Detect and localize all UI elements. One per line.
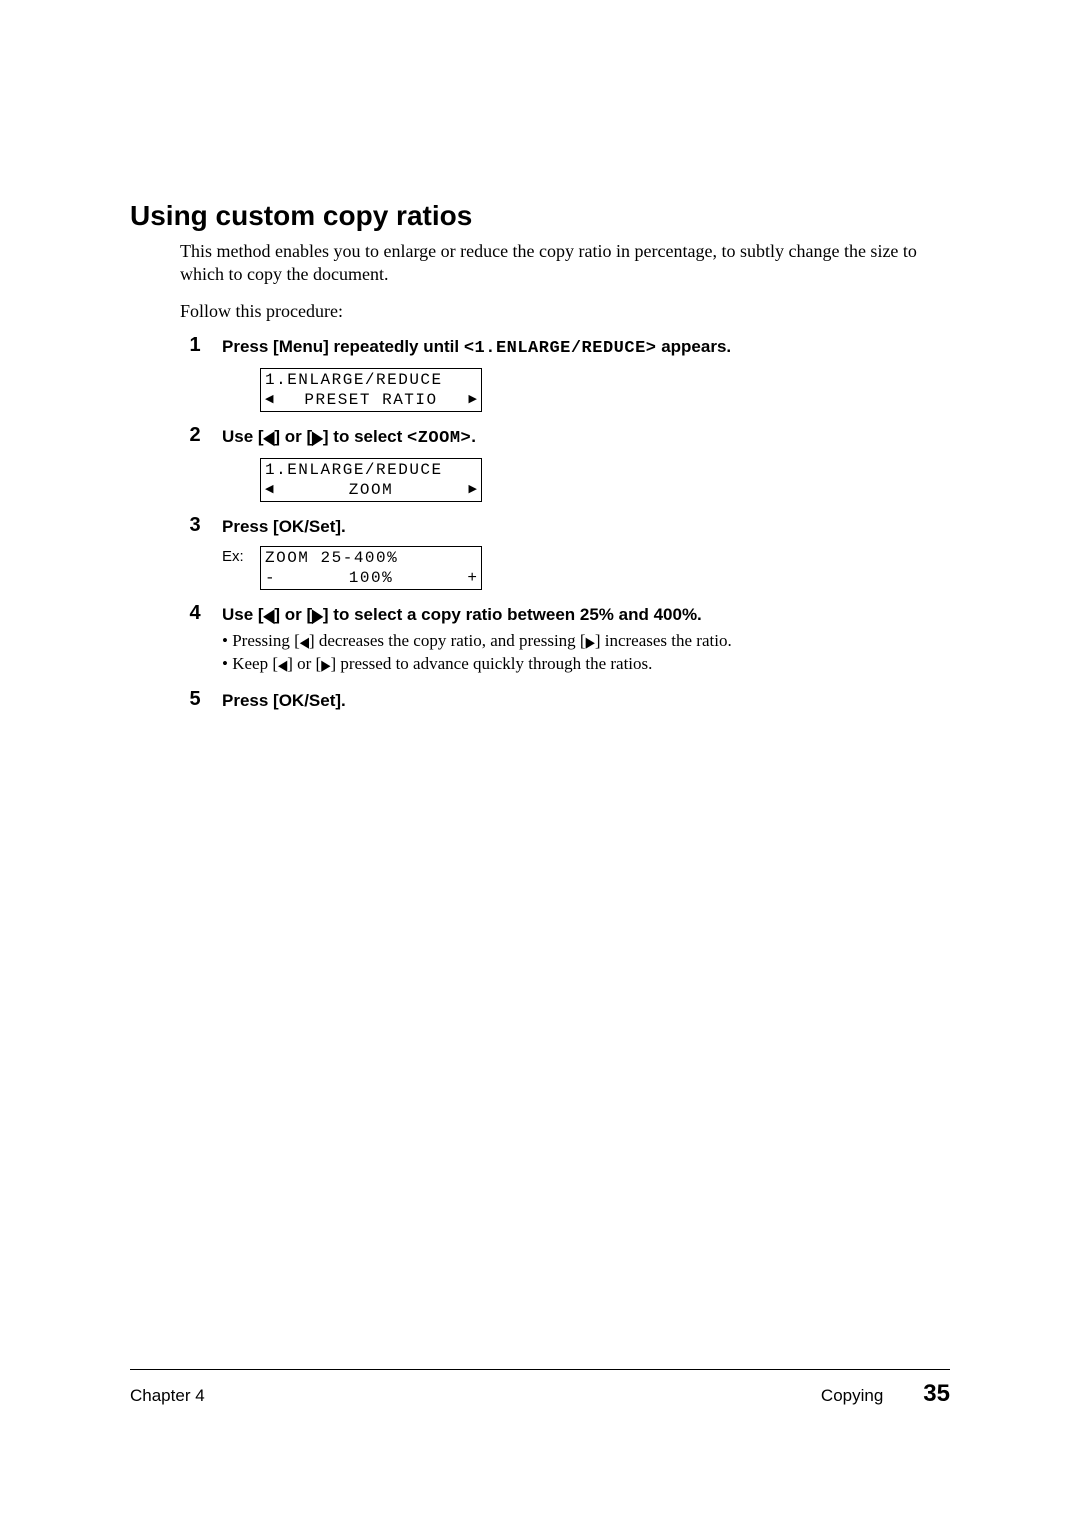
bullet-mid: ] or [ xyxy=(287,654,321,673)
lcd-display: 1.ENLARGE/REDUCE ◀ PRESET RATIO ▶ xyxy=(260,368,482,412)
step-2: 2 Use [◀] or [▶] to select <ZOOM>. 1.ENL… xyxy=(180,426,950,502)
lcd-display-wrap: 1.ENLARGE/REDUCE ◀ PRESET RATIO ▶ xyxy=(260,368,950,412)
step-title: Press [OK/Set]. xyxy=(222,690,950,712)
example-label: Ex: xyxy=(222,546,250,565)
footer-section: Copying xyxy=(821,1386,883,1406)
intro-text: This method enables you to enlarge or re… xyxy=(180,240,950,287)
lcd-display: ZOOM 25-400% - 100% + xyxy=(260,546,482,590)
step-3: 3 Press [OK/Set]. Ex: ZOOM 25-400% - 100… xyxy=(180,516,950,590)
bullet-item: • Keep [◀] or [▶] pressed to advance qui… xyxy=(222,653,950,676)
lcd-line2: - 100% + xyxy=(265,568,477,588)
lcd-display-wrap: Ex: ZOOM 25-400% - 100% + xyxy=(222,546,950,590)
left-arrow-icon: ◀ xyxy=(264,603,275,627)
follow-block: Follow this procedure: xyxy=(130,301,950,322)
step-1: 1 Press [Menu] repeatedly until <1.ENLAR… xyxy=(180,336,950,412)
lcd-center: ZOOM xyxy=(273,480,468,500)
step-number: 3 xyxy=(180,514,210,537)
lcd-line1: ZOOM 25-400% xyxy=(265,548,477,568)
step-5: 5 Press [OK/Set]. xyxy=(180,690,950,712)
step-title-mid: ] or [ xyxy=(274,427,312,446)
lcd-line2: ◀ ZOOM ▶ xyxy=(265,480,477,500)
step-title-post: ] to select a copy ratio between 25% and… xyxy=(323,605,702,624)
lcd-right-arrow-icon: ▶ xyxy=(469,393,477,407)
step-number: 1 xyxy=(180,334,210,357)
step-title-mid: ] or [ xyxy=(274,605,312,624)
step-title-mono: <1.ENLARGE/REDUCE> xyxy=(464,339,657,358)
bullet-item: • Pressing [◀] decreases the copy ratio,… xyxy=(222,630,950,653)
lcd-minus-icon: - xyxy=(265,568,275,588)
footer-chapter: Chapter 4 xyxy=(130,1386,205,1406)
step-number: 2 xyxy=(180,424,210,447)
left-arrow-icon: ◀ xyxy=(278,655,287,674)
step-title: Use [◀] or [▶] to select <ZOOM>. xyxy=(222,426,950,450)
lcd-center: PRESET RATIO xyxy=(273,390,468,410)
step-title-post-b: . xyxy=(471,427,476,446)
bullet-pre: • Keep [ xyxy=(222,654,278,673)
step-bullets: • Pressing [◀] decreases the copy ratio,… xyxy=(222,630,950,676)
step-title: Use [◀] or [▶] to select a copy ratio be… xyxy=(222,604,950,626)
footer-page-number: 35 xyxy=(923,1380,950,1408)
lcd-line2: ◀ PRESET RATIO ▶ xyxy=(265,390,477,410)
follow-text: Follow this procedure: xyxy=(180,301,950,322)
step-number: 4 xyxy=(180,602,210,625)
step-title-post-a: ] to select xyxy=(323,427,407,446)
lcd-display-wrap: 1.ENLARGE/REDUCE ◀ ZOOM ▶ xyxy=(260,458,950,502)
right-arrow-icon: ▶ xyxy=(586,633,595,652)
intro-block: This method enables you to enlarge or re… xyxy=(130,240,950,287)
right-arrow-icon: ▶ xyxy=(312,425,323,449)
step-title-pre: Use [ xyxy=(222,605,264,624)
lcd-left-arrow-icon: ◀ xyxy=(265,393,273,407)
lcd-line1: 1.ENLARGE/REDUCE xyxy=(265,370,477,390)
lcd-plus-icon: + xyxy=(467,568,477,588)
bullet-pre: • Pressing [ xyxy=(222,631,300,650)
right-arrow-icon: ▶ xyxy=(312,603,323,627)
page-footer: Chapter 4 Copying 35 xyxy=(130,1369,950,1408)
step-title-pre: Press [Menu] repeatedly until xyxy=(222,337,464,356)
steps-list: 1 Press [Menu] repeatedly until <1.ENLAR… xyxy=(130,336,950,712)
right-arrow-icon: ▶ xyxy=(321,655,330,674)
section-title: Using custom copy ratios xyxy=(130,200,950,232)
bullet-mid: ] decreases the copy ratio, and pressing… xyxy=(309,631,586,650)
lcd-center: 100% xyxy=(275,568,468,588)
step-number: 5 xyxy=(180,688,210,711)
step-title: Press [OK/Set]. xyxy=(222,516,950,538)
lcd-line1: 1.ENLARGE/REDUCE xyxy=(265,460,477,480)
step-4: 4 Use [◀] or [▶] to select a copy ratio … xyxy=(180,604,950,676)
lcd-display: 1.ENLARGE/REDUCE ◀ ZOOM ▶ xyxy=(260,458,482,502)
step-title-mono: <ZOOM> xyxy=(407,429,471,448)
left-arrow-icon: ◀ xyxy=(264,425,275,449)
left-arrow-icon: ◀ xyxy=(300,633,309,652)
lcd-left-arrow-icon: ◀ xyxy=(265,483,273,497)
bullet-post: ] pressed to advance quickly through the… xyxy=(330,654,652,673)
bullet-post: ] increases the ratio. xyxy=(595,631,732,650)
step-title: Press [Menu] repeatedly until <1.ENLARGE… xyxy=(222,336,950,360)
step-title-post: appears. xyxy=(656,337,731,356)
step-title-pre: Use [ xyxy=(222,427,264,446)
lcd-right-arrow-icon: ▶ xyxy=(469,483,477,497)
